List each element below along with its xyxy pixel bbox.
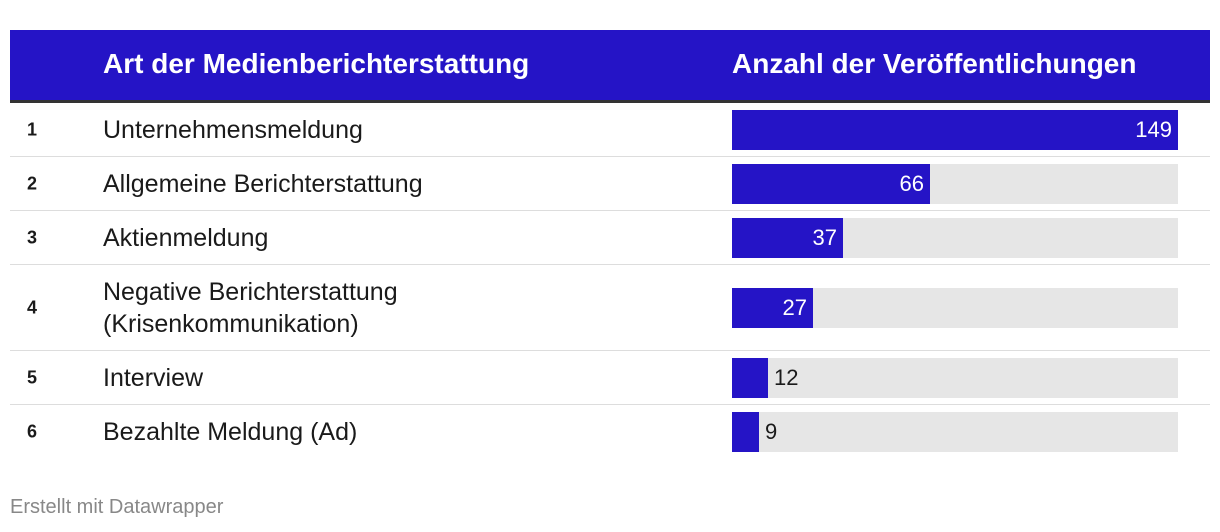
bar-value-label: 37 — [812, 224, 837, 250]
column-header-value: Anzahl der Veröffentlichungen — [732, 48, 1137, 79]
table-row: 3 Aktienmeldung 37 — [10, 211, 1210, 265]
bar-value-label: 27 — [782, 294, 807, 320]
table-header: Art der Medienberichterstattung Anzahl d… — [10, 30, 1210, 103]
bar — [732, 163, 930, 204]
table-row: 6 Bezahlte Meldung (Ad) 9 — [10, 405, 1210, 459]
footer-credit: Erstellt mit Datawrapper — [10, 496, 224, 518]
bar — [732, 357, 768, 398]
table-row: 5 Interview 12 — [10, 351, 1210, 405]
bar-track: 149 — [732, 109, 1178, 150]
table-row: 1 Unternehmensmeldung 149 — [10, 103, 1210, 157]
row-label: Interview — [103, 363, 204, 392]
bar-value-label: 9 — [765, 419, 778, 444]
bar — [732, 287, 813, 328]
row-label: Negative Berichterstattung (Krisenkommun… — [103, 277, 398, 338]
bar-value-label: 149 — [1135, 116, 1172, 142]
bar-value-label: 66 — [899, 170, 924, 196]
bar-track: 27 — [732, 287, 1178, 328]
table-body: 1 Unternehmensmeldung 149 2 Allgemeine Beric… — [10, 103, 1210, 459]
row-rank: 4 — [27, 297, 38, 317]
bar — [732, 217, 843, 258]
bar-value-label: 12 — [774, 364, 799, 390]
row-rank: 5 — [27, 367, 38, 387]
bar — [732, 109, 1178, 150]
row-label: Aktienmeldung — [103, 223, 269, 252]
table-row: 2 Allgemeine Berichterstattung 66 — [10, 157, 1210, 211]
bar — [732, 412, 759, 452]
bar-track: 9 — [732, 412, 1178, 452]
column-header-category: Art der Medienberichterstattung — [103, 48, 530, 79]
bar-track: 12 — [732, 357, 1178, 398]
row-rank: 1 — [27, 119, 38, 139]
table-row: 4 Negative Berichterstattung (Krisenkommu… — [10, 265, 1210, 351]
row-rank: 6 — [27, 421, 38, 442]
row-rank: 3 — [27, 227, 38, 247]
bar-track: 66 — [732, 163, 1178, 204]
bar-track: 37 — [732, 217, 1178, 258]
row-label: Unternehmensmeldung — [103, 115, 363, 144]
row-rank: 2 — [27, 173, 38, 193]
chart-table: Art der Medienberichterstattung Anzahl d… — [10, 30, 1210, 452]
row-label: Bezahlte Meldung (Ad) — [103, 418, 358, 446]
row-label: Allgemeine Berichterstattung — [103, 169, 423, 198]
